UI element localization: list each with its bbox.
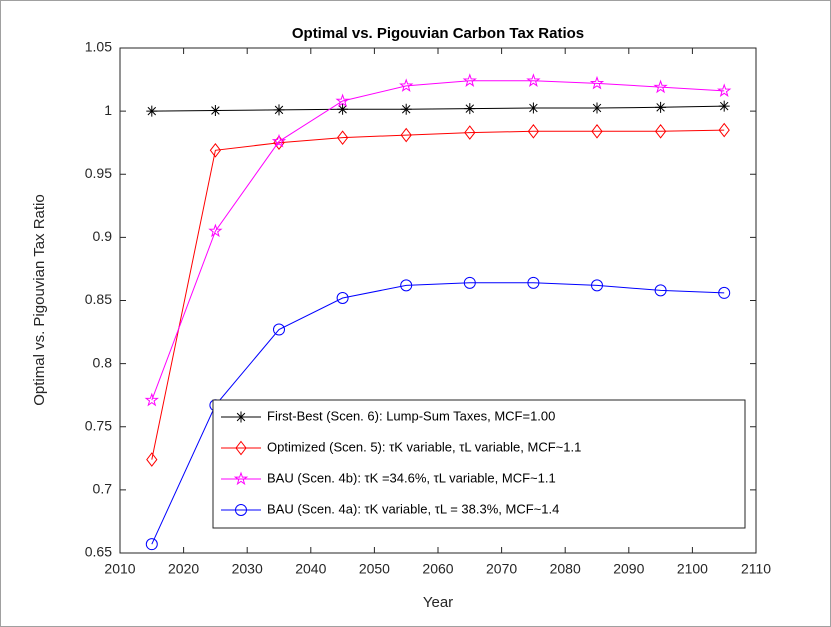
marker xyxy=(655,101,667,113)
marker xyxy=(209,142,222,158)
marker xyxy=(654,284,667,297)
legend-marker xyxy=(235,504,247,516)
series-line xyxy=(151,282,725,545)
marker xyxy=(208,223,223,238)
marker xyxy=(464,125,476,140)
marker xyxy=(717,83,732,98)
marker xyxy=(527,102,539,114)
x-tick-label: 2080 xyxy=(550,561,581,577)
marker xyxy=(209,104,221,116)
marker xyxy=(589,75,605,90)
x-tick-label: 2010 xyxy=(104,561,135,577)
marker xyxy=(463,276,476,289)
y-tick-label: 0.8 xyxy=(93,354,113,370)
y-axis-label: Optimal vs. Pigouvian Tax Ratio xyxy=(31,194,48,406)
x-tick-label: 2090 xyxy=(613,561,644,577)
marker xyxy=(271,133,287,148)
marker xyxy=(462,73,477,87)
series-line xyxy=(151,129,725,460)
marker xyxy=(336,130,349,145)
marker xyxy=(400,127,412,143)
marker xyxy=(591,102,603,114)
y-tick-label: 0.95 xyxy=(85,165,112,181)
marker xyxy=(335,93,350,108)
y-tick-label: 0.7 xyxy=(93,481,113,497)
x-tick-label: 2030 xyxy=(232,561,263,577)
y-tick-label: 0.75 xyxy=(85,417,112,433)
legend-marker xyxy=(235,440,247,456)
marker xyxy=(718,122,730,138)
marker xyxy=(399,78,414,92)
marker xyxy=(654,124,667,139)
x-tick-label: 2050 xyxy=(359,561,390,577)
x-tick-label: 2110 xyxy=(741,561,771,577)
legend-label: Optimized (Scen. 5): τK variable, τL var… xyxy=(267,439,581,454)
marker xyxy=(273,323,285,336)
marker xyxy=(337,103,349,115)
marker xyxy=(273,104,285,116)
marker xyxy=(591,124,603,139)
series-line xyxy=(151,80,725,401)
legend-box xyxy=(212,399,746,529)
marker xyxy=(527,124,540,139)
legend-label: BAU (Scen. 4a): τK variable, τL = 38.3%,… xyxy=(267,501,559,516)
x-tick-label: 2070 xyxy=(486,561,517,577)
marker xyxy=(146,452,158,467)
marker xyxy=(146,105,158,117)
axes-box xyxy=(119,47,757,554)
legend-label: BAU (Scen. 4b): τK =34.6%, τL variable, … xyxy=(267,470,556,485)
marker xyxy=(144,392,159,407)
marker xyxy=(400,279,413,292)
x-tick-label: 2060 xyxy=(422,561,453,577)
legend-label: First-Best (Scen. 6): Lump-Sum Taxes, MC… xyxy=(267,408,555,423)
marker xyxy=(464,103,476,115)
marker xyxy=(336,291,349,304)
x-tick-label: 2020 xyxy=(168,561,199,577)
x-tick-label: 2100 xyxy=(677,561,708,577)
y-tick-label: 1.05 xyxy=(85,39,112,55)
x-axis-label: Year xyxy=(423,594,453,611)
marker xyxy=(527,276,540,289)
y-tick-label: 0.65 xyxy=(85,544,112,560)
legend: First-Best (Scen. 6): Lump-Sum Taxes, MC… xyxy=(212,399,746,529)
series-line xyxy=(151,105,725,112)
marker xyxy=(591,279,603,292)
marker xyxy=(653,79,668,94)
marker xyxy=(718,100,730,112)
marker xyxy=(526,73,541,87)
y-tick-label: 0.9 xyxy=(93,228,113,244)
chart-title: Optimal vs. Pigouvian Carbon Tax Ratios xyxy=(292,25,584,42)
marker xyxy=(273,135,285,151)
y-tick-label: 0.85 xyxy=(85,291,112,307)
marker xyxy=(400,103,412,115)
marker xyxy=(718,286,731,299)
y-tick-label: 1 xyxy=(104,102,112,118)
legend-marker xyxy=(233,471,249,486)
x-tick-label: 2040 xyxy=(295,561,326,577)
marker xyxy=(145,538,158,551)
legend-marker xyxy=(235,411,247,423)
